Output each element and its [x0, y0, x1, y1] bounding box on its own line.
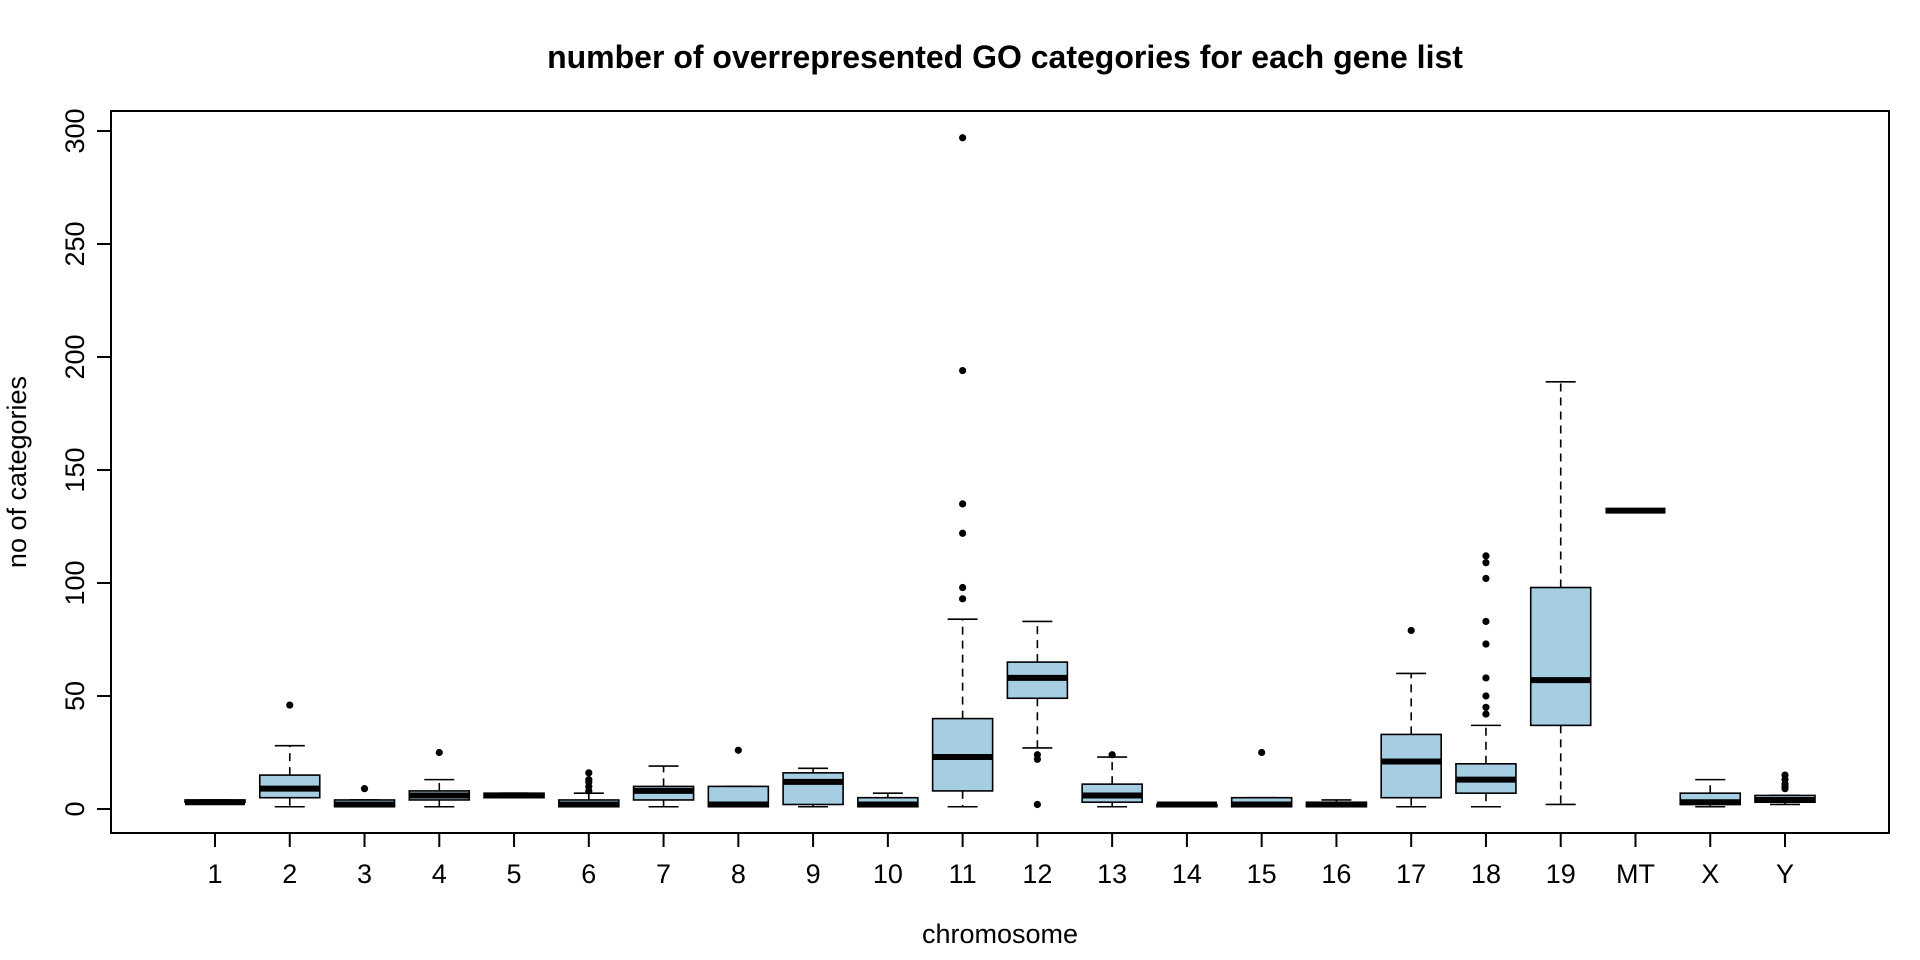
- box-X: [1679, 778, 1742, 808]
- box-18: [1455, 552, 1517, 808]
- x-tick-label: Y: [1776, 859, 1794, 889]
- x-tick-label: 4: [432, 859, 447, 889]
- outlier-point: [1258, 748, 1266, 757]
- x-tick-label: 17: [1396, 859, 1426, 889]
- outlier-point: [585, 776, 593, 784]
- y-tick-label: 200: [60, 334, 90, 379]
- x-axis: 1 2 3 4 5 6 7 8 9 10 11 12 13 14 15 16 17 18 19 MT X Y: [207, 832, 1794, 889]
- outlier-point: [286, 701, 294, 709]
- box-10: [857, 792, 919, 808]
- x-tick-label: 13: [1097, 859, 1127, 889]
- box-11: [931, 134, 994, 808]
- y-tick-label: 150: [60, 447, 90, 492]
- x-tick-label: 12: [1022, 859, 1052, 889]
- y-tick-label: 50: [60, 681, 90, 711]
- outlier-point: [959, 595, 967, 603]
- box-16: [1305, 799, 1368, 808]
- box-6: [558, 769, 620, 808]
- x-tick-label: 5: [507, 859, 522, 889]
- box-2: [258, 701, 321, 808]
- outlier-point: [1407, 626, 1415, 635]
- outlier-point: [1482, 674, 1490, 682]
- outlier-point: [1482, 617, 1490, 626]
- x-tick-label: 16: [1321, 859, 1351, 889]
- box-body: [1529, 586, 1592, 727]
- box-body: [1380, 733, 1442, 799]
- outlier-point: [959, 529, 967, 537]
- outlier-point: [1482, 640, 1490, 648]
- box-body: [782, 772, 844, 806]
- x-tick-label: 11: [949, 859, 977, 889]
- x-tick-label: 9: [806, 859, 821, 889]
- x-tick-label: 19: [1546, 859, 1576, 889]
- x-axis-label: chromosome: [922, 919, 1078, 949]
- chart-title: number of overrepresented GO categories …: [547, 39, 1463, 75]
- outlier-point: [1033, 800, 1041, 809]
- box-series: [184, 134, 1816, 809]
- outlier-point: [1482, 710, 1490, 718]
- x-tick-label: 10: [873, 859, 903, 889]
- outlier-point: [435, 748, 443, 757]
- box-4: [408, 748, 471, 808]
- x-tick-label: 1: [207, 859, 222, 889]
- box-13: [1081, 751, 1143, 808]
- outlier-point: [959, 366, 967, 375]
- outlier-point: [959, 500, 967, 508]
- outlier-point: [360, 785, 369, 793]
- box-8: [707, 746, 770, 808]
- outlier-point: [1482, 574, 1490, 583]
- outlier-point: [734, 746, 742, 754]
- y-tick-label: 100: [60, 560, 90, 605]
- box-3: [333, 785, 396, 808]
- x-tick-label: 8: [731, 859, 746, 889]
- box-1: [184, 799, 246, 806]
- y-axis-label: no of categories: [2, 376, 32, 568]
- x-tick-label: MT: [1616, 859, 1655, 889]
- box-9: [782, 767, 844, 808]
- outlier-point: [1781, 771, 1789, 779]
- box-Y: [1754, 771, 1816, 806]
- y-tick-label: 250: [60, 221, 90, 266]
- box-12: [1006, 620, 1069, 809]
- box-5: [483, 792, 545, 799]
- outlier-point: [959, 134, 967, 142]
- x-tick-label: 7: [656, 859, 671, 889]
- outlier-point: [1482, 552, 1490, 560]
- y-tick-label: 300: [60, 108, 90, 153]
- box-14: [1156, 801, 1218, 808]
- outlier-point: [1108, 751, 1116, 759]
- outlier-point: [1482, 703, 1490, 711]
- box-17: [1380, 626, 1442, 808]
- plot-frame: [110, 110, 1890, 834]
- outlier-point: [1482, 692, 1490, 700]
- box-7: [632, 765, 695, 808]
- x-tick-label: 6: [581, 859, 596, 889]
- outlier-point: [1482, 559, 1490, 567]
- outlier-point: [585, 769, 593, 777]
- outlier-point: [959, 583, 967, 592]
- outlier-point: [1033, 751, 1041, 759]
- box-15: [1230, 748, 1293, 808]
- x-tick-label: 3: [357, 859, 372, 889]
- x-tick-label: 15: [1247, 859, 1277, 889]
- x-tick-label: 14: [1172, 859, 1202, 889]
- x-tick-label: 18: [1471, 859, 1501, 889]
- box-19: [1529, 381, 1592, 806]
- x-tick-label: X: [1701, 859, 1719, 889]
- y-tick-label: 0: [60, 801, 90, 816]
- x-tick-label: 2: [282, 859, 297, 889]
- y-axis: 0 50 100 150 200 250 300: [60, 108, 112, 817]
